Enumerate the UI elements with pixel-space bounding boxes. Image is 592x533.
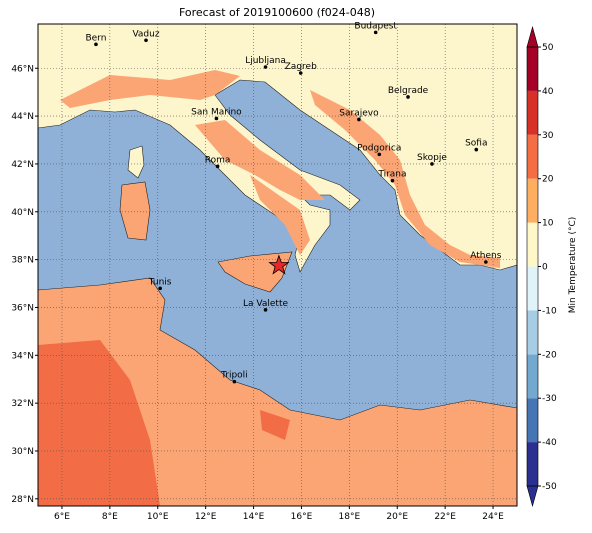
city-dot xyxy=(373,30,378,35)
city-label: Vaduz xyxy=(132,29,159,39)
colorbar-bin xyxy=(527,134,538,179)
location-star xyxy=(268,254,290,275)
city-label: Belgrade xyxy=(388,86,429,96)
city-dot xyxy=(232,379,237,384)
lat-tick-label: 42°N xyxy=(11,160,34,170)
map-frame xyxy=(37,23,518,507)
graticule xyxy=(38,24,517,506)
colorbar-tick-label: 20 xyxy=(542,175,554,185)
lon-tick-label: 8°E xyxy=(102,512,118,522)
colorbar-bin xyxy=(527,310,538,355)
city-dot xyxy=(263,65,268,69)
city-label: Sarajevo xyxy=(339,108,379,118)
city-dot xyxy=(298,71,303,75)
city-dot xyxy=(474,147,479,152)
colorbar-bin xyxy=(527,266,538,311)
city-label: Skopje xyxy=(417,153,447,163)
lon-tick-label: 20°E xyxy=(386,512,408,522)
city-label: Sofia xyxy=(465,139,487,149)
city-dot xyxy=(484,260,488,264)
colorbar-bin xyxy=(527,222,538,267)
lon-tick-label: 22°E xyxy=(434,512,456,522)
colorbar-bin xyxy=(527,442,538,486)
colorbar-tick-label: 30 xyxy=(542,131,554,141)
city-dot xyxy=(215,164,220,169)
city-dot xyxy=(406,95,410,99)
colorbar-tick-label: 0 xyxy=(542,263,548,273)
corsica xyxy=(127,145,145,179)
lon-tick-label: 10°E xyxy=(147,512,169,522)
city-label: San Marino xyxy=(191,107,242,117)
colorbar-bin xyxy=(527,398,538,443)
city-label: Tripoli xyxy=(220,371,248,381)
colorbar-label: Min Temperature (°C) xyxy=(568,217,578,314)
lat-tick-label: 44°N xyxy=(11,112,34,122)
city-dot xyxy=(377,152,382,157)
colorbar-tick-label: 50 xyxy=(542,43,554,53)
colorbar-tick-label: -40 xyxy=(542,438,557,448)
colorbar-tick-label: -20 xyxy=(542,350,557,360)
colorbar-bin xyxy=(527,178,538,223)
lat-tick-label: 38°N xyxy=(11,256,34,266)
lat-tick-label: 46°N xyxy=(11,64,34,74)
map-area xyxy=(38,24,517,506)
city-dot xyxy=(144,38,148,43)
city-dot xyxy=(390,178,395,183)
city-label: Budapest xyxy=(354,21,397,31)
lon-tick-label: 18°E xyxy=(339,512,361,522)
city-dot xyxy=(430,162,434,166)
land-warm xyxy=(60,70,500,268)
lat-tick-label: 32°N xyxy=(11,399,34,409)
city-label: La Valette xyxy=(243,299,288,309)
city-dot xyxy=(214,116,219,121)
sicily xyxy=(217,251,293,293)
africa-hot xyxy=(38,340,290,506)
lon-tick-label: 24°E xyxy=(482,512,504,522)
lat-tick-label: 30°N xyxy=(11,447,34,457)
lat-tick-label: 34°N xyxy=(11,351,34,361)
colorbar-extend-max xyxy=(526,25,539,48)
lat-tick-label: 36°N xyxy=(11,303,34,313)
city-dot xyxy=(94,42,98,47)
title: Forecast of 2019100600 (f024-048) xyxy=(179,6,375,19)
colorbar-tick-label: -50 xyxy=(542,482,557,492)
colorbar-tick-label: 10 xyxy=(542,219,554,229)
lat-tick-label: 40°N xyxy=(11,208,34,218)
lat-tick-label: 28°N xyxy=(11,495,34,505)
city-label: Bern xyxy=(85,33,106,43)
city-label: Tirana xyxy=(377,170,406,180)
lon-tick-label: 12°E xyxy=(195,512,217,522)
lon-tick-label: 14°E xyxy=(243,512,265,522)
colorbar-tick-label: -30 xyxy=(542,394,557,404)
city-label: Roma xyxy=(205,155,231,165)
africa xyxy=(38,277,517,506)
colorbar-tick-label: -10 xyxy=(542,306,557,316)
colorbar-bin xyxy=(527,354,538,399)
city-dot xyxy=(357,117,361,122)
sardinia xyxy=(119,181,151,241)
city-dot xyxy=(263,308,268,312)
city-label: Zagreb xyxy=(285,62,317,72)
city-label: Tunis xyxy=(148,277,172,287)
city-dot xyxy=(158,286,162,291)
lon-tick-label: 6°E xyxy=(54,512,70,522)
colorbar-bin xyxy=(527,47,538,91)
colorbar-tick-label: 40 xyxy=(542,87,554,97)
city-label: Podgorica xyxy=(357,143,401,153)
lon-tick-label: 16°E xyxy=(291,512,313,522)
city-label: Ljubljana xyxy=(245,56,286,66)
colorbar-bin xyxy=(527,90,538,135)
colorbar-extend-min xyxy=(526,485,539,508)
city-label: Athens xyxy=(470,251,501,261)
